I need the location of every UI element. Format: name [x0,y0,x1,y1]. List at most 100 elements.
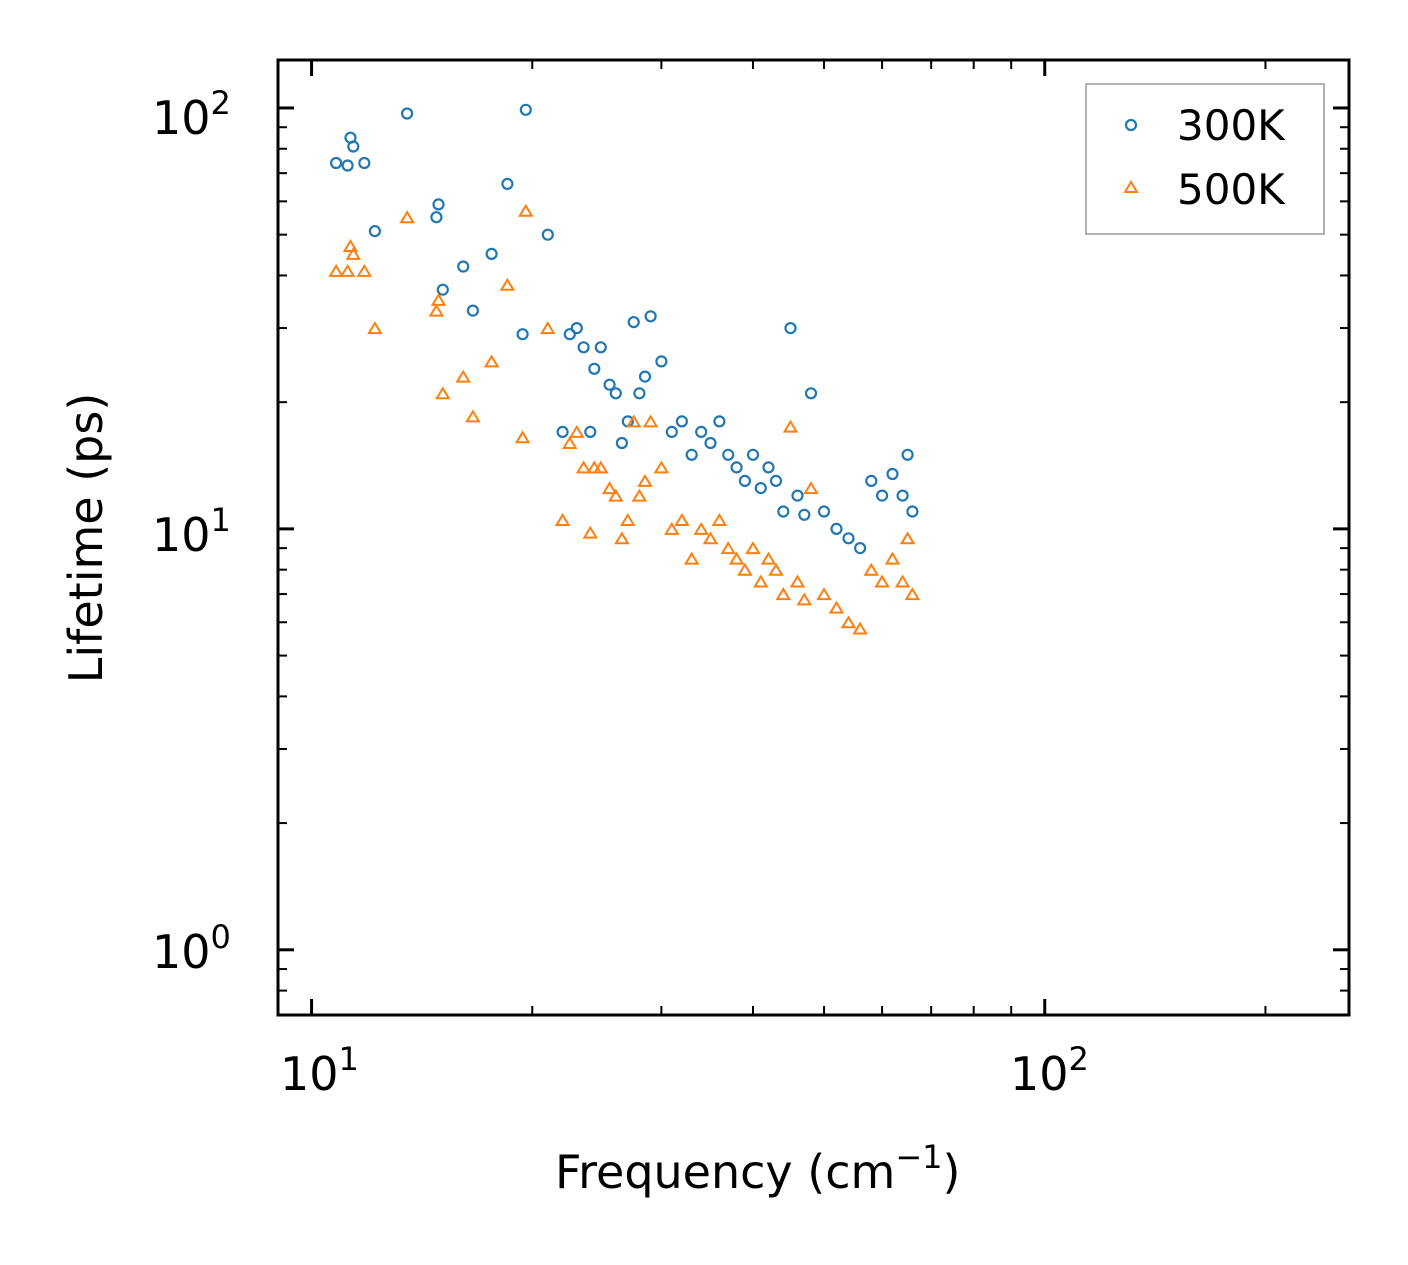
point-300k-44 [762,461,775,474]
point-500k-2 [342,239,359,252]
point-500k-24 [601,481,618,495]
point-500k-31 [642,414,659,428]
point-300k-48 [791,489,804,502]
x-tick-label-10: 101 [280,1040,359,1101]
point-500k-14 [514,430,531,444]
y-tick-label-100: 102 [152,84,231,145]
point-500k-15 [518,203,534,217]
point-500k-37 [702,531,719,545]
point-300k-41 [738,474,752,487]
point-300k-25 [609,387,622,400]
x-tick-label-100: 102 [1010,1040,1089,1101]
point-500k-47 [782,419,799,433]
point-500k-52 [828,600,845,614]
point-300k-5 [368,225,381,238]
point-300k-20 [577,341,590,354]
point-500k-21 [582,525,599,539]
point-500k-36 [693,521,709,535]
point-300k-32 [655,355,668,368]
point-300k-40 [730,461,743,474]
point-300k-19 [570,322,583,335]
point-500k-13 [499,277,516,291]
point-300k-28 [627,316,640,329]
y-tick-label-1: 100 [152,918,231,979]
point-300k-14 [516,328,529,341]
point-500k-1 [339,263,356,277]
point-500k-42 [745,541,761,555]
point-500k-38 [711,513,728,526]
point-300k-2 [347,140,360,153]
point-300k-6 [401,107,414,120]
point-300k-18 [563,328,576,341]
point-500k-3 [345,246,362,260]
point-300k-34 [675,415,689,428]
legend-marker-300k [1124,118,1138,132]
point-300k-55 [865,474,878,487]
point-500k-8 [430,292,447,306]
point-500k-35 [683,551,700,565]
point-300k-22 [588,362,601,375]
point-500k-27 [620,513,636,526]
point-500k-11 [465,409,481,423]
point-500k-46 [775,587,792,601]
point-500k-9 [435,386,451,400]
point-500k-20 [575,460,592,474]
point-500k-59 [899,531,916,545]
y-axis-title: Lifetime (ps) [59,393,113,684]
point-300k-17 [556,425,569,438]
point-500k-25 [608,488,624,502]
point-300k-21 [584,425,597,438]
point-300k-3 [341,159,354,172]
point-500k-26 [614,531,630,545]
point-500k-32 [653,460,670,474]
point-500k-30 [637,473,653,487]
point-300k-15 [519,103,532,116]
point-500k-45 [768,562,784,576]
point-500k-50 [803,481,819,495]
point-500k-43 [753,574,769,588]
point-300k-16 [541,228,554,241]
point-300k-60 [906,505,919,518]
x-axis-title: Frequency (cm−1) [555,1138,960,1199]
point-300k-33 [665,425,678,438]
y-tick-label-10: 101 [152,501,231,562]
point-300k-59 [901,448,914,461]
data-points [328,103,921,635]
legend: 300K 500K [1085,83,1325,235]
point-300k-11 [466,304,479,317]
point-300k-58 [896,489,909,502]
point-300k-8 [432,198,445,211]
point-300k-46 [777,505,790,518]
point-300k-24 [603,378,616,391]
point-500k-5 [367,321,383,335]
legend-label-300k: 300K [1177,101,1286,150]
legend-label-500k: 500K [1177,165,1286,214]
point-300k-10 [457,260,470,273]
point-300k-43 [754,482,767,495]
plot-frame [276,58,1351,1017]
point-300k-53 [842,532,855,545]
point-300k-39 [722,448,735,461]
point-300k-9 [436,283,449,296]
point-500k-4 [356,263,373,277]
point-500k-18 [562,436,578,449]
point-300k-23 [594,341,607,354]
point-300k-47 [784,322,797,335]
point-300k-4 [358,156,371,170]
point-500k-19 [569,424,585,438]
point-500k-49 [796,592,813,606]
point-500k-17 [554,513,571,526]
point-500k-58 [894,574,911,588]
point-300k-51 [817,505,831,518]
point-500k-34 [674,513,690,526]
point-500k-41 [737,562,753,576]
point-500k-29 [631,488,648,502]
point-500k-57 [884,551,901,565]
point-300k-12 [485,247,498,260]
point-500k-44 [760,551,777,565]
point-300k-50 [804,387,818,400]
point-300k-49 [798,508,811,521]
point-300k-54 [853,541,867,555]
point-300k-37 [704,436,717,450]
